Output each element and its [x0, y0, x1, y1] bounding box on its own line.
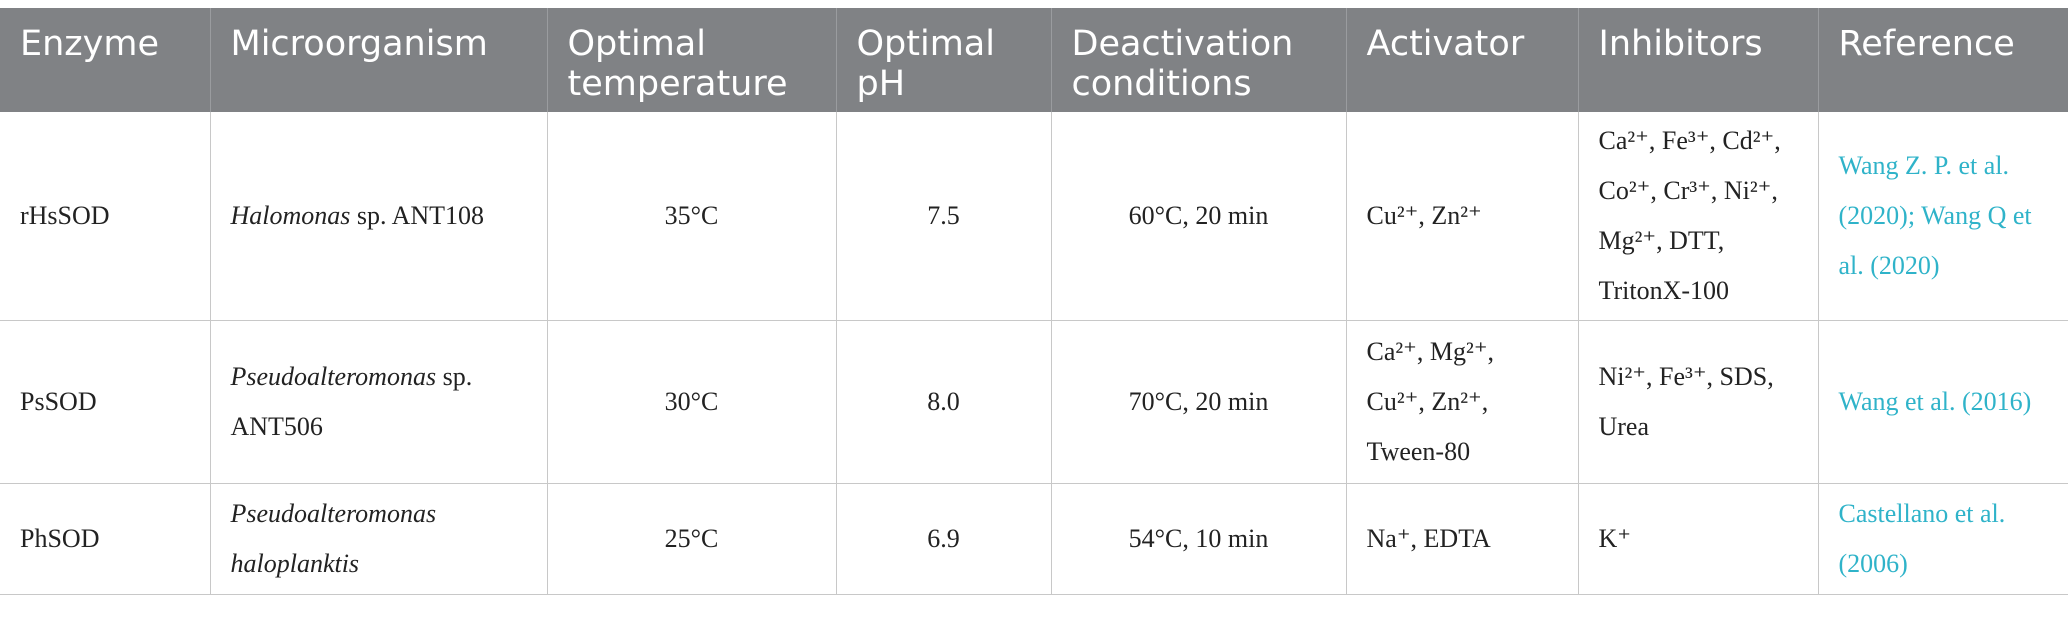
table-row: rHsSOD Halomonas sp. ANT108 35°C 7.5 60°…	[0, 112, 2068, 321]
cell-temperature: 30°C	[547, 320, 837, 484]
organism-rest: sp. ANT506	[230, 362, 473, 441]
cell-activator: Na⁺, EDTA	[1346, 483, 1579, 595]
cell-ph: 8.0	[836, 320, 1052, 484]
header-deactivation: Deactivation conditions	[1051, 8, 1347, 112]
cell-inhibitors: Ni²⁺, Fe³⁺, SDS, Urea	[1578, 320, 1819, 484]
cell-enzyme: PhSOD	[0, 483, 211, 595]
header-optimal-ph: Optimal pH	[836, 8, 1052, 112]
organism-genus: Pseudoalteromonas haloplanktis	[230, 499, 437, 578]
cell-activator: Cu²⁺, Zn²⁺	[1346, 112, 1579, 321]
cell-temperature: 25°C	[547, 483, 837, 595]
cell-ph: 6.9	[836, 483, 1052, 595]
table-row: PhSOD Pseudoalteromonas haloplanktis 25°…	[0, 483, 2068, 595]
cell-inhibitors: K⁺	[1578, 483, 1819, 595]
enzyme-table: Enzyme Microorganism Optimal temperature…	[0, 8, 2068, 595]
organism-genus: Halomonas	[230, 201, 351, 230]
header-optimal-temperature: Optimal temperature	[547, 8, 837, 112]
organism-rest: sp. ANT108	[350, 201, 485, 230]
cell-inhibitors: Ca²⁺, Fe³⁺, Cd²⁺, Co²⁺, Cr³⁺, Ni²⁺, Mg²⁺…	[1578, 112, 1819, 321]
cell-enzyme: PsSOD	[0, 320, 211, 484]
reference-link[interactable]: Wang et al. (2016)	[1818, 320, 2068, 484]
header-row: Enzyme Microorganism Optimal temperature…	[0, 8, 2068, 112]
reference-link[interactable]: Castellano et al. (2006)	[1818, 483, 2068, 595]
cell-microorganism: Pseudoalteromonas haloplanktis	[210, 483, 548, 595]
cell-deactivation: 60°C, 20 min	[1051, 112, 1347, 321]
organism-genus: Pseudoalteromonas	[230, 362, 437, 391]
header-microorganism: Microorganism	[210, 8, 548, 112]
cell-microorganism: Pseudoalteromonas sp. ANT506	[210, 320, 548, 484]
reference-link[interactable]: Wang Z. P. et al. (2020); Wang Q et al. …	[1818, 112, 2068, 321]
header-enzyme: Enzyme	[0, 8, 211, 112]
cell-temperature: 35°C	[547, 112, 837, 321]
cell-activator: Ca²⁺, Mg²⁺, Cu²⁺, Zn²⁺, Tween-80	[1346, 320, 1579, 484]
header-activator: Activator	[1346, 8, 1579, 112]
table-row: PsSOD Pseudoalteromonas sp. ANT506 30°C …	[0, 320, 2068, 484]
header-inhibitors: Inhibitors	[1578, 8, 1819, 112]
cell-deactivation: 70°C, 20 min	[1051, 320, 1347, 484]
cell-microorganism: Halomonas sp. ANT108	[210, 112, 548, 321]
cell-ph: 7.5	[836, 112, 1052, 321]
cell-enzyme: rHsSOD	[0, 112, 211, 321]
header-reference: Reference	[1818, 8, 2068, 112]
cell-deactivation: 54°C, 10 min	[1051, 483, 1347, 595]
